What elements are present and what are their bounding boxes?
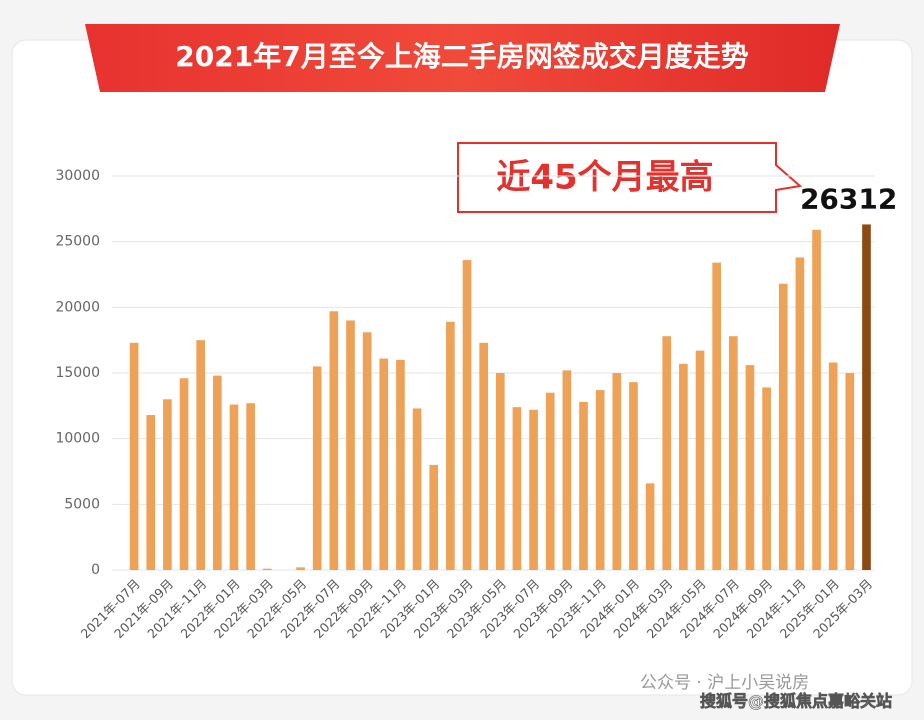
- bar: [762, 387, 771, 570]
- bar: [512, 407, 522, 570]
- bar: [429, 464, 439, 570]
- bar: [629, 382, 638, 570]
- chart-title: 2021年7月至今上海二手房网签成交月度走势: [175, 40, 748, 73]
- y-tick-label: 15000: [55, 365, 100, 381]
- bar: [862, 224, 871, 570]
- bar: [213, 375, 222, 570]
- bar: [695, 350, 705, 570]
- bar: [296, 567, 305, 570]
- bar: [595, 390, 605, 570]
- bar: [545, 392, 555, 570]
- y-tick-label: 30000: [55, 168, 100, 184]
- bar: [146, 415, 156, 570]
- bar: [795, 257, 805, 570]
- bar: [679, 363, 688, 570]
- callout: 近45个月最高: [457, 142, 803, 213]
- bar: [745, 365, 755, 570]
- bar: [412, 408, 422, 570]
- bar: [645, 483, 655, 570]
- data-label: 26312: [800, 182, 897, 215]
- bar: [579, 401, 588, 570]
- bar: [812, 229, 821, 570]
- bar: [346, 320, 355, 570]
- bar: [362, 332, 372, 570]
- bar: [246, 403, 255, 570]
- y-tick-label: 0: [91, 562, 100, 578]
- annotation: 近45个月最高: [496, 158, 713, 198]
- bar: [728, 336, 738, 570]
- bar: [396, 359, 405, 570]
- y-tick-label: 20000: [55, 299, 100, 315]
- bar: [828, 362, 838, 570]
- bar: [479, 342, 488, 570]
- bar: [712, 262, 722, 570]
- bar: [778, 283, 788, 570]
- callout-box: [457, 142, 803, 213]
- bar: [229, 404, 239, 570]
- bar: [845, 373, 855, 570]
- bar: [462, 260, 472, 570]
- bar: [129, 342, 139, 570]
- bar: [662, 336, 672, 570]
- bar: [562, 370, 572, 570]
- bar: [612, 373, 622, 570]
- bar: [312, 366, 322, 570]
- watermark: 公众号 · 沪上小吴说房: [640, 673, 809, 693]
- bar: [446, 321, 455, 570]
- bar: [262, 568, 272, 570]
- watermark: 搜狐号@搜狐焦点嘉峪关站: [700, 692, 892, 711]
- bar: [179, 378, 189, 570]
- y-tick-label: 25000: [55, 234, 100, 250]
- bar: [379, 358, 389, 570]
- y-tick-label: 10000: [55, 431, 100, 447]
- bar: [196, 340, 206, 570]
- bar: [329, 311, 339, 570]
- bar: [529, 409, 538, 570]
- title-banner: [85, 24, 840, 92]
- bar: [163, 399, 172, 570]
- y-tick-label: 5000: [64, 496, 100, 512]
- bar: [495, 373, 505, 570]
